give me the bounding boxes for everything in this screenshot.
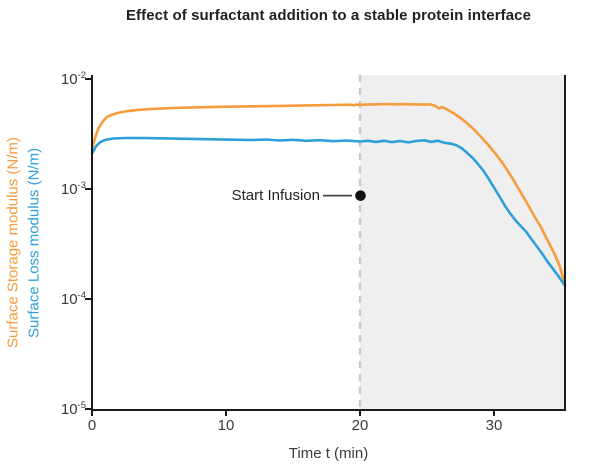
x-tick-label: 20 bbox=[351, 417, 369, 434]
start-infusion-label: Start Infusion bbox=[231, 187, 320, 204]
y-axis-label-storage: Surface Storage modulus (N/m) bbox=[4, 137, 22, 348]
y-tick-label: 10-3 bbox=[60, 180, 86, 198]
loss-modulus-curve bbox=[90, 136, 567, 287]
annotation-dot bbox=[355, 190, 366, 201]
storage-modulus-curve bbox=[90, 102, 567, 286]
infusion-region bbox=[359, 75, 565, 410]
y-tick-label: 10-4 bbox=[60, 290, 86, 308]
chart-title: Effect of surfactant addition to a stabl… bbox=[125, 7, 532, 24]
x-tick-label: 30 bbox=[485, 417, 503, 434]
y-tick-label: 10-5 bbox=[60, 400, 86, 418]
x-axis-label: Time t (min) bbox=[288, 445, 369, 462]
x-tick-label: 0 bbox=[87, 417, 97, 434]
x-tick-label: 10 bbox=[217, 417, 235, 434]
y-axis-label-loss: Surface Loss modulus (N/m) bbox=[25, 147, 43, 338]
y-tick-label: 10-2 bbox=[60, 70, 86, 88]
